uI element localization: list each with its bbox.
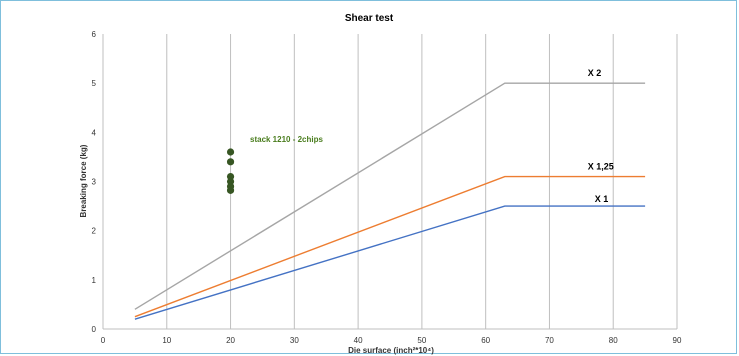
x-tick-label: 0 (101, 336, 106, 345)
y-tick-label: 6 (92, 30, 97, 39)
x-tick-label: 60 (481, 336, 490, 345)
y-axis-label: Breaking force (kg) (79, 144, 88, 217)
scatter-point (226, 186, 235, 194)
series-label: X 1 (595, 194, 609, 204)
scatter-point (226, 148, 235, 156)
scatter-point (226, 158, 235, 166)
y-tick-label: 3 (92, 178, 97, 187)
series-label: X 1,25 (588, 162, 614, 172)
x-tick-label: 50 (417, 336, 426, 345)
x-tick-label: 70 (545, 336, 554, 345)
series-label: X 2 (588, 68, 602, 78)
grid-layer (166, 34, 678, 329)
y-tick-label: 5 (92, 79, 97, 88)
x-tick-label: 10 (162, 336, 171, 345)
y-tick-label: 2 (92, 227, 97, 236)
y-tick-label: 4 (92, 128, 97, 137)
x-tick-label: 40 (354, 336, 363, 345)
x-tick-label: 80 (609, 336, 618, 345)
y-tick-label: 1 (92, 276, 97, 285)
series-line (134, 175, 646, 318)
x-tick-label: 20 (226, 336, 235, 345)
y-tick-label: 0 (92, 325, 97, 334)
axis-layer: 0 10 20 30 40 50 60 70 80 90 0 1 2 3 4 5 6 (92, 30, 682, 345)
series-line (134, 205, 646, 320)
x-tick-label: 30 (290, 336, 299, 345)
scatter-layer (226, 148, 235, 194)
series-layer: X 2 X 1,25 X 1 (134, 68, 646, 320)
series-line (134, 82, 646, 310)
chart-title: Shear test (345, 13, 394, 24)
x-axis-label: Die surface (inch²*10⁴) (348, 346, 434, 355)
x-tick-label: 90 (673, 336, 682, 345)
scatter-series-label: stack 1210 - 2chips (250, 135, 323, 144)
